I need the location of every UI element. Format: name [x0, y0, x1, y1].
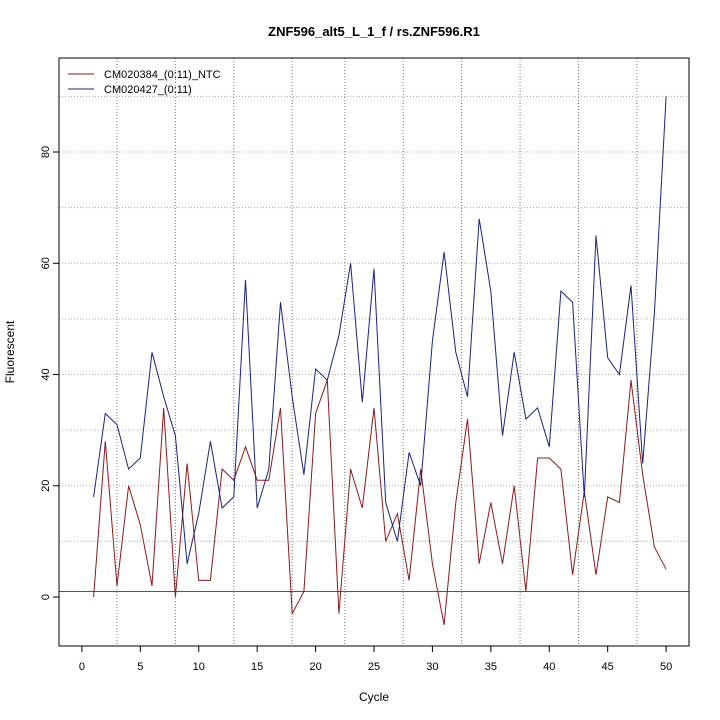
x-tick-label: 30: [426, 661, 438, 673]
plot-frame: [58, 57, 690, 647]
y-axis-label: Fluorescent: [3, 320, 17, 383]
x-tick-label: 20: [309, 661, 321, 673]
legend-label: CM020427_(0:11): [104, 84, 192, 96]
y-tick-label: 80: [40, 146, 52, 158]
x-tick-label: 50: [660, 661, 672, 673]
x-tick-label: 25: [368, 661, 380, 673]
x-tick-label: 5: [137, 661, 143, 673]
x-tick-label: 35: [485, 661, 497, 673]
y-tick-label: 40: [40, 368, 52, 380]
x-tick-label: 40: [543, 661, 555, 673]
legend-label: CM020384_(0:11)_NTC: [104, 69, 221, 81]
x-tick-label: 45: [602, 661, 614, 673]
legend: CM020384_(0:11)_NTC CM020427_(0:11): [68, 69, 221, 96]
y-tick-label: 20: [40, 480, 52, 492]
x-tick-label: 0: [79, 661, 85, 673]
series-line-1: [93, 379, 667, 625]
series-line-2: [93, 96, 667, 564]
series-layer: [93, 96, 667, 625]
x-tick-label: 10: [193, 661, 205, 673]
chart-title: ZNF596_alt5_L_1_f / rs.ZNF596.R1: [268, 24, 480, 39]
axis-layer: 0 5 10 15 20 25 30 35 40 45 50 0 20 40 60 80: [40, 146, 672, 673]
x-tick-label: 15: [251, 661, 263, 673]
y-tick-label: 60: [40, 257, 52, 269]
y-tick-label: 0: [40, 594, 52, 600]
x-axis-label: Cycle: [359, 690, 389, 704]
